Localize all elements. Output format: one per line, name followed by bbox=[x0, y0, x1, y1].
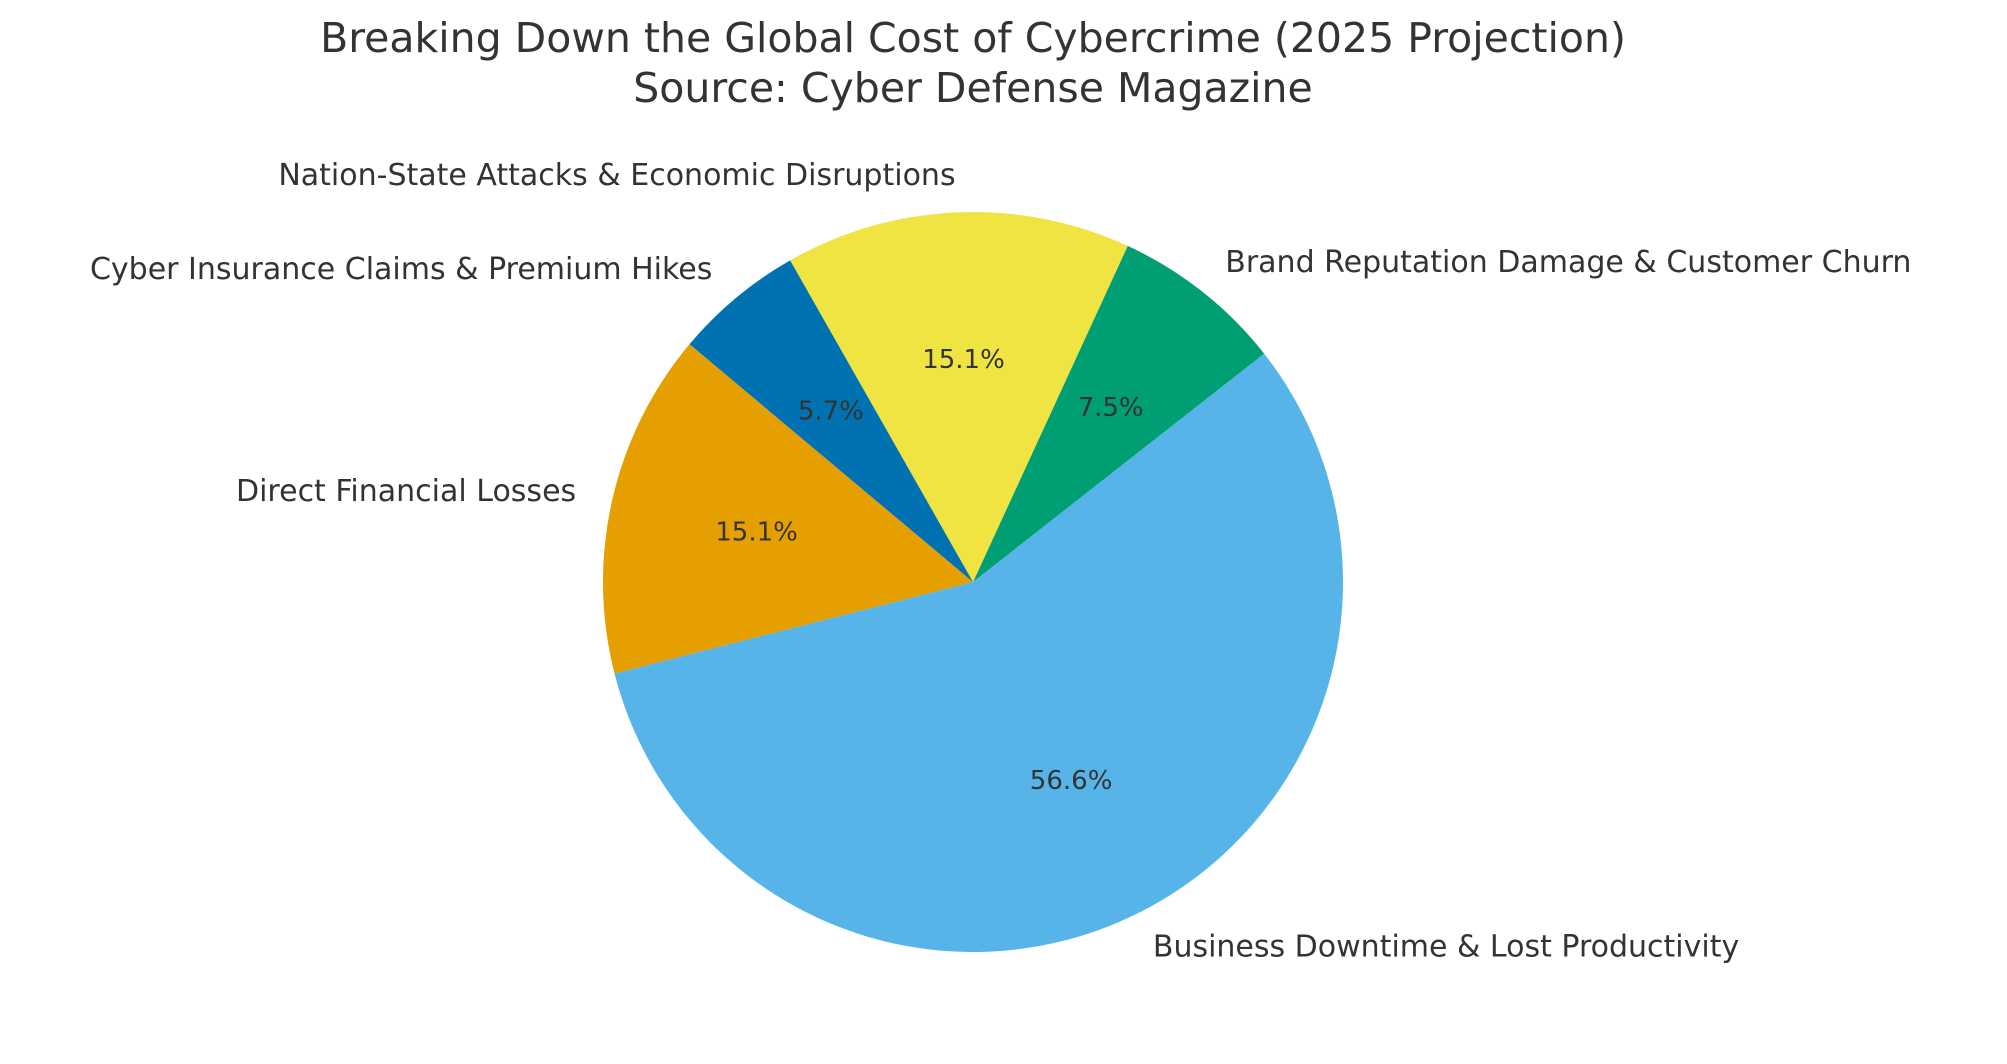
pie-slice bbox=[689, 260, 973, 582]
slice-percent-label: 5.7% bbox=[798, 396, 864, 426]
slice-percent-label: 56.6% bbox=[1030, 766, 1113, 796]
slice-percent-label: 7.5% bbox=[1078, 393, 1144, 423]
pie-slices bbox=[602, 212, 1343, 952]
pie-slice bbox=[602, 344, 973, 674]
chart-subtitle: Source: Cyber Defense Magazine bbox=[633, 64, 1313, 112]
slice-label: Direct Financial Losses bbox=[236, 474, 576, 509]
slice-label: Nation-State Attacks & Economic Disrupti… bbox=[278, 158, 955, 193]
pie-slice bbox=[973, 245, 1265, 582]
slice-percent-label: 15.1% bbox=[715, 518, 798, 548]
slice-label: Business Downtime & Lost Productivity bbox=[1153, 930, 1739, 965]
pie-slice bbox=[790, 212, 1128, 582]
slice-percent-label: 15.1% bbox=[922, 345, 1005, 375]
pie-labels: Direct Financial Losses 15.1% Business Dow… bbox=[90, 158, 1911, 965]
pie-slice bbox=[614, 353, 1343, 952]
slice-label: Brand Reputation Damage & Customer Churn bbox=[1225, 245, 1911, 280]
chart-title: Breaking Down the Global Cost of Cybercr… bbox=[320, 14, 1626, 62]
slice-label: Cyber Insurance Claims & Premium Hikes bbox=[90, 252, 712, 287]
